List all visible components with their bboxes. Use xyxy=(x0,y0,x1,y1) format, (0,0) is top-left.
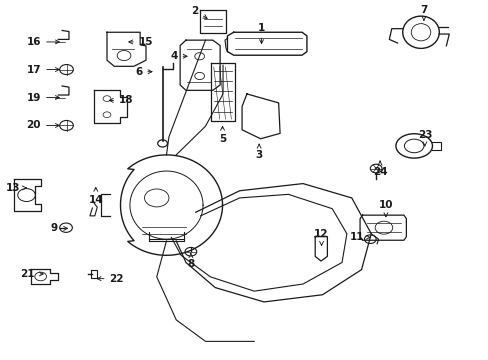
Text: 17: 17 xyxy=(26,64,59,75)
Text: 5: 5 xyxy=(219,126,226,144)
Text: 13: 13 xyxy=(6,183,26,193)
Text: 1: 1 xyxy=(257,23,264,44)
Text: 22: 22 xyxy=(97,274,124,284)
Text: 8: 8 xyxy=(187,253,194,269)
Text: 12: 12 xyxy=(314,229,328,245)
Text: 2: 2 xyxy=(191,6,207,18)
Text: 15: 15 xyxy=(128,37,153,47)
Text: 16: 16 xyxy=(26,37,59,47)
Text: 21: 21 xyxy=(20,269,43,279)
Text: 18: 18 xyxy=(109,95,134,105)
Text: 7: 7 xyxy=(419,5,427,21)
Text: 23: 23 xyxy=(417,130,431,146)
Text: 24: 24 xyxy=(372,161,386,177)
Text: 9: 9 xyxy=(51,224,67,233)
Text: 4: 4 xyxy=(170,51,187,61)
Text: 3: 3 xyxy=(255,144,262,160)
Text: 6: 6 xyxy=(135,67,152,77)
Text: 10: 10 xyxy=(378,200,392,217)
Text: 19: 19 xyxy=(27,93,59,103)
Text: 20: 20 xyxy=(26,121,59,130)
Text: 14: 14 xyxy=(88,188,103,205)
Text: 11: 11 xyxy=(349,232,369,242)
